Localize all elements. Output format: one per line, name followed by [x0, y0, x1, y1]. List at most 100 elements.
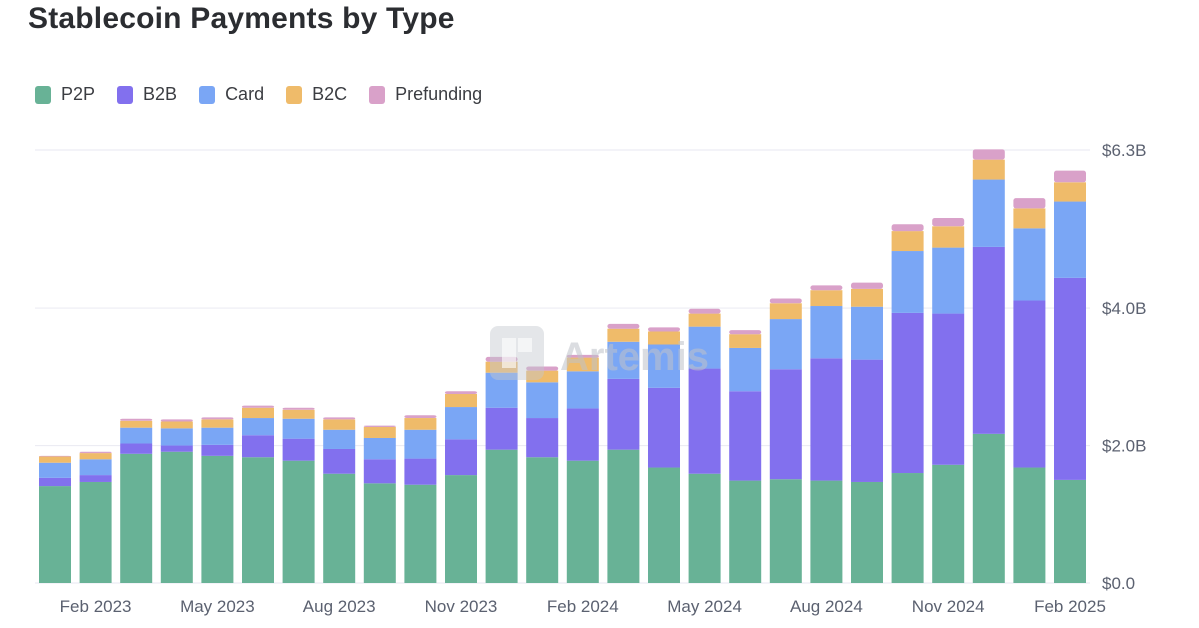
bar-segment-b2b[interactable]	[445, 439, 477, 476]
bar-segment-b2b[interactable]	[1013, 300, 1046, 468]
bar-segment-p2p[interactable]	[120, 453, 153, 583]
bar-segment-prefunding[interactable]	[160, 419, 193, 422]
bar-segment-b2c[interactable]	[972, 159, 1005, 180]
bar-segment-prefunding[interactable]	[810, 285, 843, 291]
bar-segment-p2p[interactable]	[242, 457, 274, 583]
bar-segment-p2p[interactable]	[810, 480, 843, 583]
bar-stack[interactable]	[648, 327, 680, 583]
bar-segment-p2p[interactable]	[729, 480, 762, 583]
bar-stack[interactable]	[404, 415, 437, 583]
bar-segment-b2c[interactable]	[1054, 182, 1086, 202]
bar-segment-card[interactable]	[648, 344, 680, 388]
bar-stack[interactable]	[1054, 170, 1086, 583]
bar-segment-card[interactable]	[526, 382, 559, 419]
legend-item-p2p[interactable]: P2P	[35, 84, 95, 105]
bar-stack[interactable]	[242, 405, 274, 583]
bar-segment-card[interactable]	[566, 371, 599, 409]
bar-segment-b2c[interactable]	[566, 357, 599, 372]
bar-segment-p2p[interactable]	[769, 479, 802, 583]
bar-segment-card[interactable]	[729, 347, 762, 392]
bar-segment-prefunding[interactable]	[566, 354, 599, 358]
bar-segment-prefunding[interactable]	[242, 405, 274, 408]
bar-stack[interactable]	[120, 418, 153, 583]
bar-segment-prefunding[interactable]	[729, 330, 762, 335]
bar-segment-b2b[interactable]	[769, 369, 802, 480]
bar-stack[interactable]	[729, 330, 762, 583]
bar-segment-b2c[interactable]	[769, 303, 802, 320]
bar-segment-b2c[interactable]	[932, 226, 965, 248]
bar-segment-b2b[interactable]	[282, 438, 315, 461]
bar-segment-card[interactable]	[445, 407, 477, 440]
bar-segment-p2p[interactable]	[39, 486, 71, 583]
bar-segment-b2b[interactable]	[688, 368, 721, 474]
bar-segment-card[interactable]	[201, 427, 234, 445]
bar-segment-b2c[interactable]	[810, 290, 843, 307]
bar-segment-p2p[interactable]	[79, 481, 112, 583]
bar-segment-b2c[interactable]	[526, 370, 559, 383]
bar-segment-prefunding[interactable]	[607, 323, 640, 329]
bar-segment-p2p[interactable]	[566, 460, 599, 583]
bar-segment-prefunding[interactable]	[851, 282, 883, 289]
bar-segment-card[interactable]	[891, 251, 924, 313]
bar-segment-b2c[interactable]	[404, 418, 437, 430]
bar-segment-prefunding[interactable]	[1054, 170, 1086, 183]
bar-segment-p2p[interactable]	[1013, 467, 1046, 583]
bar-segment-card[interactable]	[323, 429, 356, 449]
bar-segment-card[interactable]	[972, 179, 1005, 247]
bar-segment-prefunding[interactable]	[526, 366, 559, 371]
bar-segment-b2c[interactable]	[648, 331, 680, 345]
bar-segment-b2b[interactable]	[120, 443, 153, 454]
bar-stack[interactable]	[201, 417, 234, 583]
bar-segment-p2p[interactable]	[282, 460, 315, 583]
bar-segment-card[interactable]	[688, 326, 721, 369]
bar-segment-card[interactable]	[39, 462, 71, 478]
bar-segment-prefunding[interactable]	[891, 224, 924, 232]
bar-segment-card[interactable]	[363, 437, 396, 460]
bar-segment-b2c[interactable]	[485, 361, 518, 373]
bar-stack[interactable]	[851, 282, 883, 583]
bar-segment-prefunding[interactable]	[648, 327, 680, 332]
bar-segment-prefunding[interactable]	[1013, 198, 1046, 209]
bar-segment-prefunding[interactable]	[39, 455, 71, 457]
bar-segment-card[interactable]	[79, 459, 112, 476]
bar-segment-p2p[interactable]	[688, 473, 721, 583]
bar-segment-b2b[interactable]	[79, 475, 112, 482]
bar-stack[interactable]	[891, 224, 924, 583]
bar-segment-p2p[interactable]	[932, 464, 965, 583]
bar-segment-b2c[interactable]	[1013, 208, 1046, 229]
bar-segment-card[interactable]	[120, 427, 153, 444]
bar-segment-p2p[interactable]	[607, 449, 640, 583]
bar-segment-p2p[interactable]	[1054, 479, 1086, 583]
bar-segment-b2b[interactable]	[607, 378, 640, 450]
bar-stack[interactable]	[526, 366, 559, 584]
bar-segment-b2c[interactable]	[120, 420, 153, 428]
bar-stack[interactable]	[810, 285, 843, 583]
bar-stack[interactable]	[688, 308, 721, 583]
bar-segment-p2p[interactable]	[323, 473, 356, 583]
bar-segment-b2c[interactable]	[79, 453, 112, 460]
bar-stack[interactable]	[363, 425, 396, 583]
bar-stack[interactable]	[1013, 198, 1046, 583]
bar-segment-b2b[interactable]	[648, 387, 680, 468]
bar-stack[interactable]	[972, 149, 1005, 583]
bar-segment-card[interactable]	[769, 319, 802, 370]
bar-segment-b2b[interactable]	[810, 358, 843, 481]
bar-stack[interactable]	[566, 354, 599, 583]
bar-segment-prefunding[interactable]	[363, 425, 396, 427]
bar-segment-p2p[interactable]	[485, 449, 518, 583]
bar-segment-prefunding[interactable]	[972, 149, 1005, 160]
bar-segment-b2b[interactable]	[891, 312, 924, 474]
bar-segment-b2b[interactable]	[363, 459, 396, 484]
bar-segment-card[interactable]	[932, 247, 965, 314]
bar-segment-card[interactable]	[485, 372, 518, 408]
bar-segment-card[interactable]	[1054, 201, 1086, 278]
bar-segment-prefunding[interactable]	[404, 415, 437, 419]
bar-segment-b2b[interactable]	[566, 408, 599, 461]
bar-stack[interactable]	[485, 356, 518, 583]
bar-segment-prefunding[interactable]	[688, 308, 721, 314]
bar-segment-card[interactable]	[160, 428, 193, 446]
bar-segment-prefunding[interactable]	[120, 418, 153, 421]
bar-segment-b2c[interactable]	[363, 426, 396, 438]
bar-segment-b2c[interactable]	[282, 409, 315, 419]
bar-stack[interactable]	[445, 391, 477, 583]
